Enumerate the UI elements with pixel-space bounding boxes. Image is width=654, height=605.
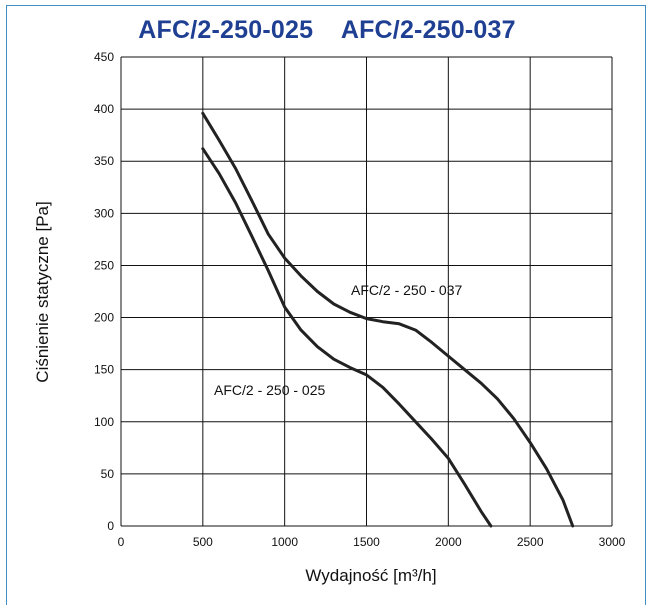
series-label-1: AFC/2 - 250 - 037 — [351, 282, 462, 298]
y-tick-label: 250 — [94, 258, 114, 272]
x-axis-label: Wydajność [m³/h] — [305, 566, 436, 585]
chart-svg: 0 500 1000 1500 2000 2500 3000 0 50 100 150 200 250 3… — [33, 50, 626, 585]
y-tick-label: 450 — [94, 50, 114, 64]
tick-labels: 0 500 1000 1500 2000 2500 3000 0 50 100 150 200 250 3… — [94, 50, 626, 549]
series-layer — [201, 111, 575, 528]
y-tick-label: 50 — [101, 467, 115, 481]
x-tick-label: 2500 — [517, 535, 544, 549]
y-tick-label: 0 — [107, 519, 114, 533]
series-line-0 — [201, 147, 493, 528]
series-label-0: AFC/2 - 250 - 025 — [214, 382, 325, 398]
y-tick-label: 300 — [94, 206, 114, 220]
y-tick-label: 100 — [94, 415, 114, 429]
x-tick-label: 1500 — [353, 535, 380, 549]
x-tick-label: 0 — [118, 535, 125, 549]
chart-frame — [6, 5, 646, 605]
chart-title: AFC/2-250-025 AFC/2-250-037 — [138, 16, 516, 44]
y-tick-label: 150 — [94, 363, 114, 377]
y-tick-label: 400 — [94, 102, 114, 116]
y-tick-label: 200 — [94, 311, 114, 325]
grid-layer — [120, 56, 613, 527]
series-line-1 — [201, 111, 575, 528]
curve-labels: AFC/2 - 250 - 025 AFC/2 - 250 - 037 — [214, 282, 462, 398]
x-tick-label: 2000 — [435, 535, 462, 549]
x-tick-label: 500 — [193, 535, 213, 549]
x-tick-label: 1000 — [271, 535, 298, 549]
x-tick-label: 3000 — [599, 535, 626, 549]
y-tick-label: 350 — [94, 154, 114, 168]
y-axis-label: Ciśnienie statyczne [Pa] — [33, 201, 52, 382]
